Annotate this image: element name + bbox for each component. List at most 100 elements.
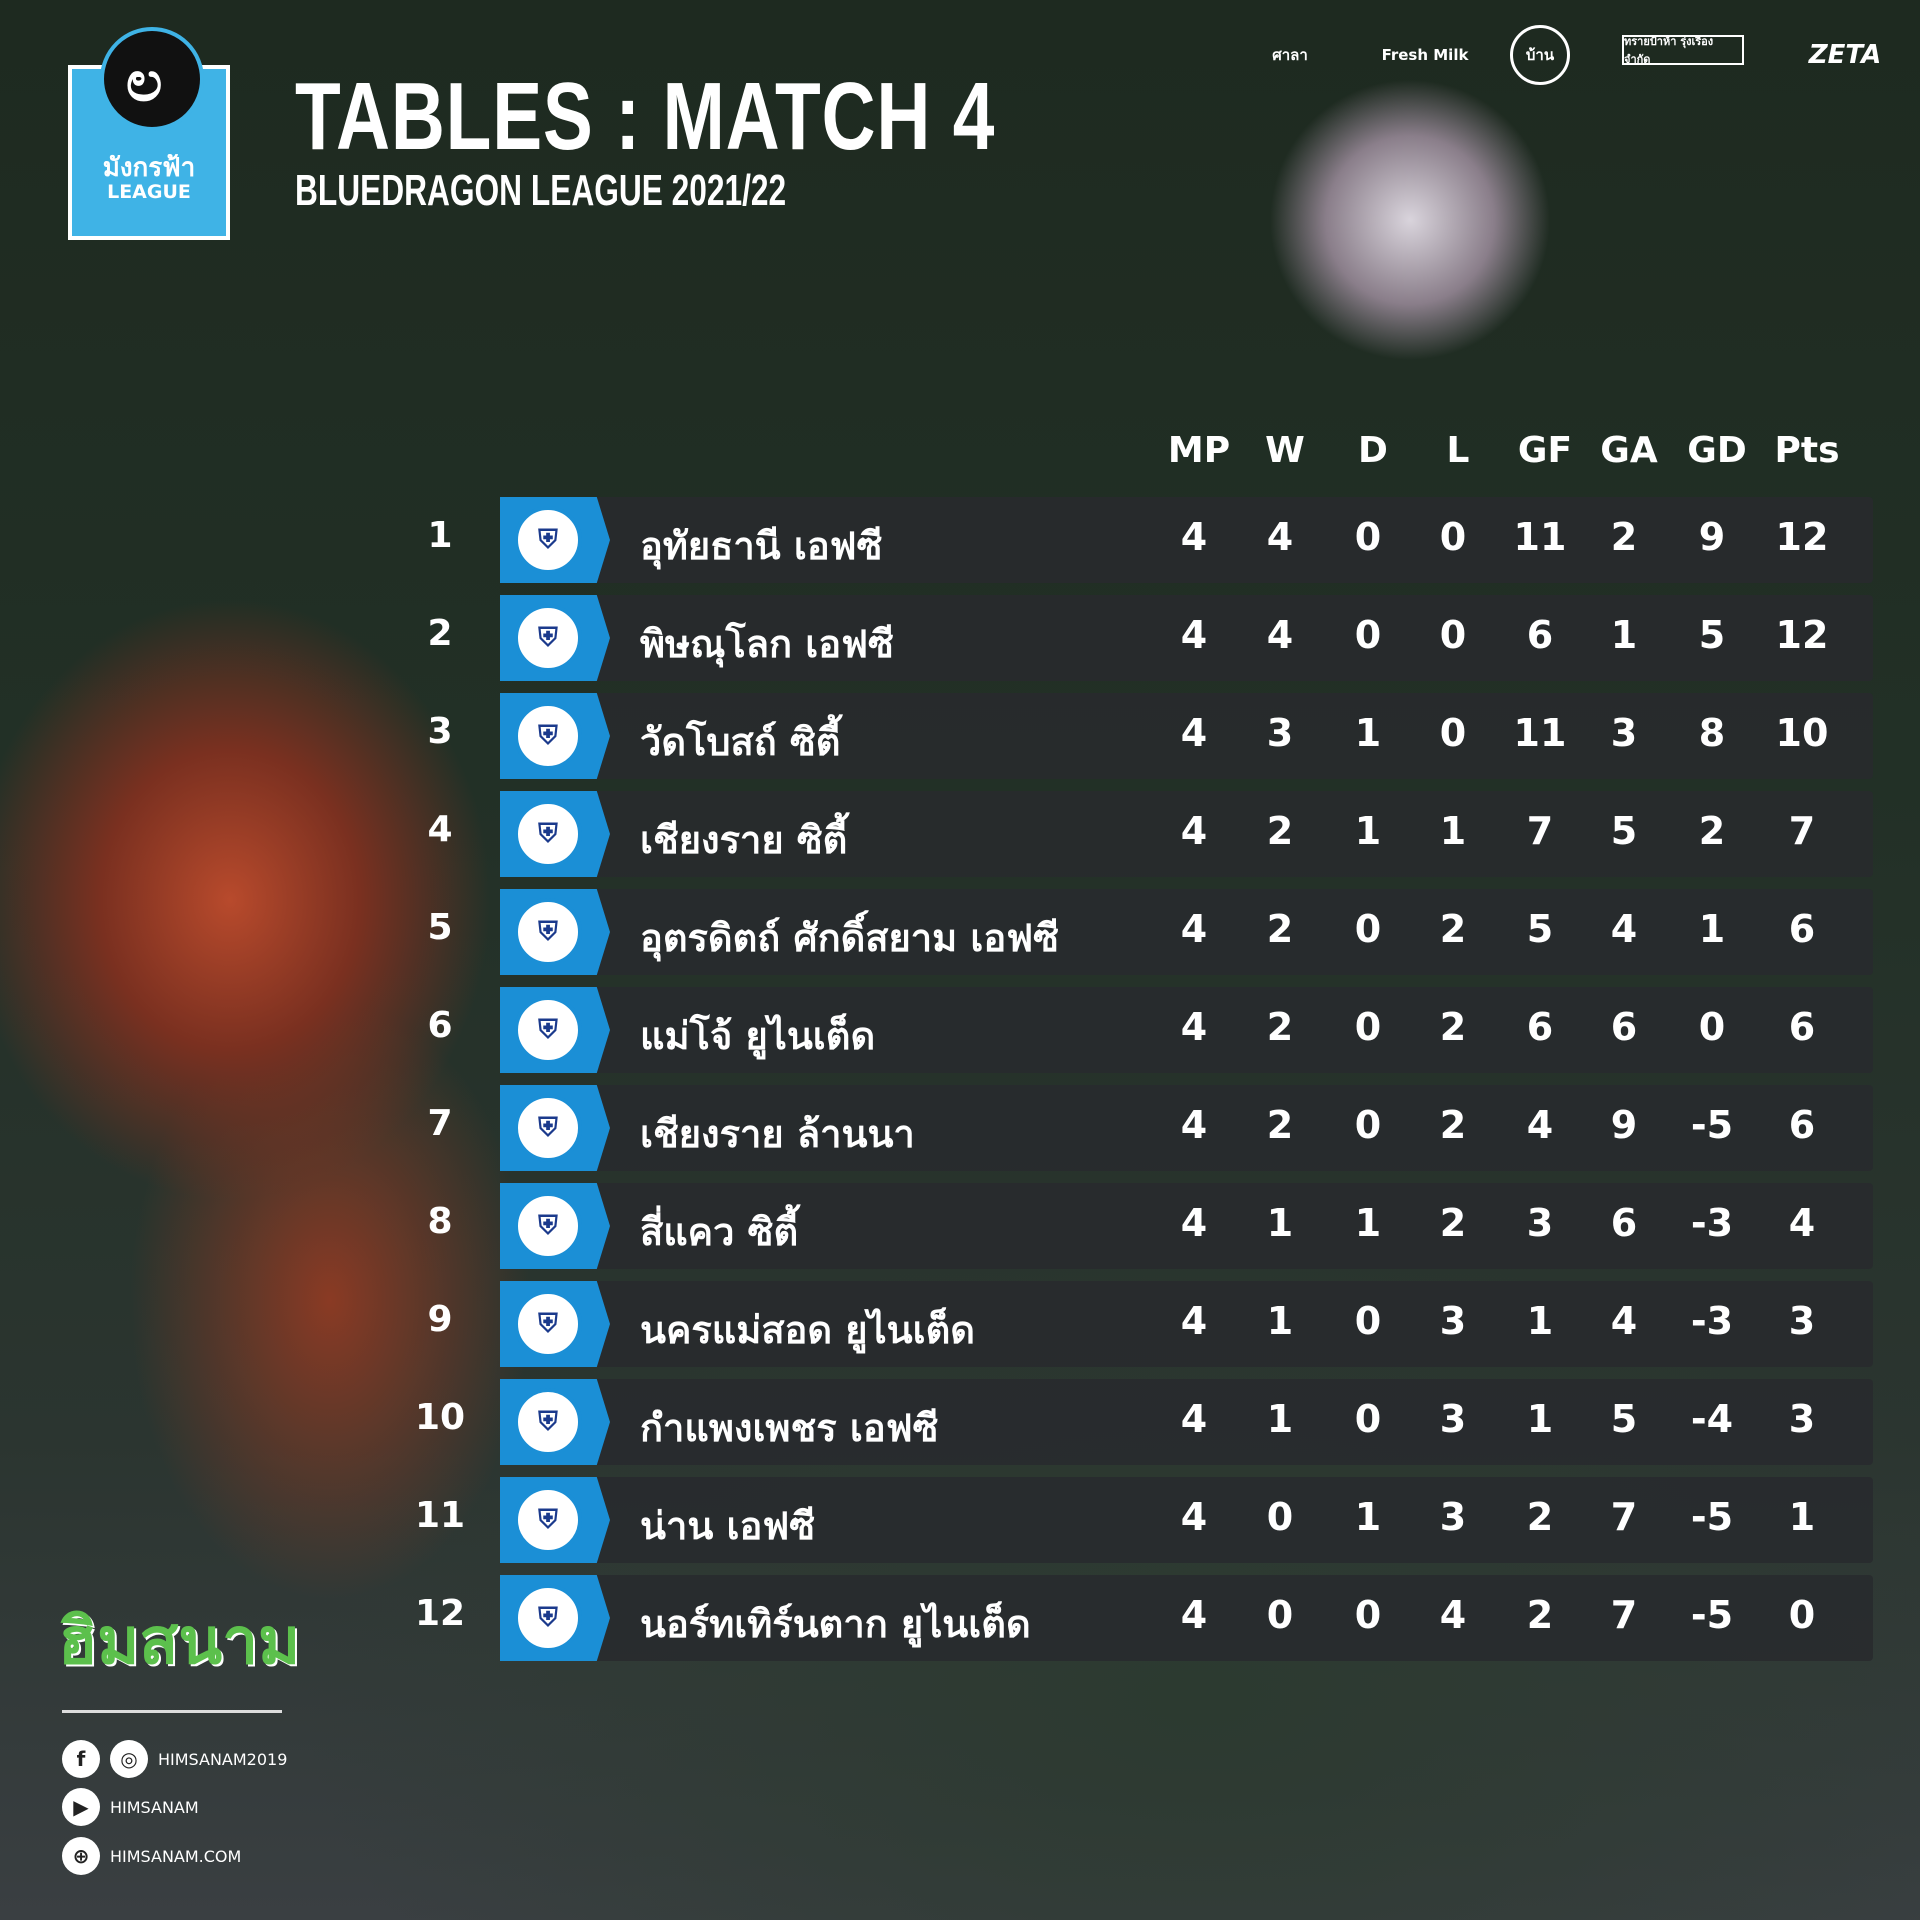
stat-gd: -4 [1690, 1397, 1734, 1441]
rank: 5 [427, 907, 453, 948]
column-header-l: L [1446, 430, 1470, 471]
team-badge: ⛨ [500, 987, 610, 1073]
stat-pts: 4 [1788, 1201, 1816, 1245]
stat-pts: 3 [1788, 1397, 1816, 1441]
social-facebook-instagram[interactable]: f ◎ HIMSANAM2019 [62, 1740, 287, 1778]
stat-ga: 1 [1610, 613, 1638, 657]
stat-gd: 8 [1698, 711, 1726, 755]
team-badge: ⛨ [500, 1575, 610, 1661]
social-youtube[interactable]: ▶ HIMSANAM [62, 1788, 199, 1826]
table-row: ⛨ เชียงราย ซิตี้ 4 2 1 1 7 5 2 7 [500, 791, 1873, 877]
stat-gf: 5 [1526, 907, 1554, 951]
team-badge: ⛨ [500, 1379, 610, 1465]
column-header-ga: GA [1600, 430, 1658, 471]
globe-icon[interactable]: ⊕ [62, 1837, 100, 1875]
stat-w: 1 [1266, 1201, 1294, 1245]
stat-ga: 3 [1610, 711, 1638, 755]
team-badge: ⛨ [500, 497, 610, 583]
team-name: สี่แคว ซิตี้ [640, 1210, 799, 1254]
team-crest-icon: ⛨ [514, 996, 582, 1064]
rank: 7 [427, 1103, 453, 1144]
team-name: แม่โจ้ ยูไนเต็ด [640, 1014, 876, 1058]
stat-gd: -5 [1690, 1593, 1734, 1637]
footer-divider [62, 1710, 282, 1713]
table-row: ⛨ อุตรดิตถ์ ศักดิ์สยาม เอฟซี 4 2 0 2 5 4 1 6 [500, 889, 1873, 975]
table-row: ⛨ น่าน เอฟซี 4 0 1 3 2 7 -5 1 [500, 1477, 1873, 1563]
team-crest-icon: ⛨ [514, 506, 582, 574]
table-row: ⛨ พิษณุโลก เอฟซี 4 4 0 0 6 1 5 12 [500, 595, 1873, 681]
stat-ga: 7 [1610, 1593, 1638, 1637]
stat-pts: 12 [1775, 515, 1829, 559]
team-badge: ⛨ [500, 1477, 610, 1563]
rank: 3 [427, 711, 453, 752]
facebook-icon[interactable]: f [62, 1740, 100, 1778]
rank: 12 [414, 1593, 466, 1634]
stat-ga: 6 [1610, 1201, 1638, 1245]
stat-w: 2 [1266, 1103, 1294, 1147]
stat-ga: 4 [1610, 1299, 1638, 1343]
table-row: ⛨ กำแพงเพชร เอฟซี 4 1 0 3 1 5 -4 3 [500, 1379, 1873, 1465]
logo-thai-text: มังกรฟ้า [102, 153, 196, 183]
stat-w: 2 [1266, 1005, 1294, 1049]
stat-l: 3 [1439, 1299, 1467, 1343]
page-title: TABLES : MATCH 4 [295, 63, 996, 170]
stat-ga: 5 [1610, 1397, 1638, 1441]
stat-ga: 7 [1610, 1495, 1638, 1539]
stat-d: 0 [1354, 1593, 1382, 1637]
instagram-icon[interactable]: ◎ [110, 1740, 148, 1778]
stat-gf: 3 [1526, 1201, 1554, 1245]
stat-d: 0 [1354, 1299, 1382, 1343]
sponsor-sai: ทรายป้าห้า รุ่งเรือง จำกัด [1622, 35, 1744, 66]
stat-gf: 2 [1526, 1495, 1554, 1539]
stat-gf: 1 [1526, 1299, 1554, 1343]
team-crest-icon: ⛨ [514, 1388, 582, 1456]
stat-mp: 4 [1180, 1005, 1208, 1049]
stat-gd: 9 [1698, 515, 1726, 559]
team-name: อุตรดิตถ์ ศักดิ์สยาม เอฟซี [640, 916, 1059, 960]
sponsor-sala: ศาลา [1272, 46, 1308, 64]
stat-d: 1 [1354, 1495, 1382, 1539]
youtube-handle: HIMSANAM [110, 1797, 199, 1817]
stat-gd: -5 [1690, 1495, 1734, 1539]
stat-w: 1 [1266, 1299, 1294, 1343]
stat-mp: 4 [1180, 613, 1208, 657]
team-badge: ⛨ [500, 889, 610, 975]
team-name: วัดโบสถ์ ซิตี้ [640, 720, 841, 764]
youtube-icon[interactable]: ▶ [62, 1788, 100, 1826]
stat-gf: 2 [1526, 1593, 1554, 1637]
stat-gf: 6 [1526, 613, 1554, 657]
team-crest-icon: ⛨ [514, 1290, 582, 1358]
team-crest-icon: ⛨ [514, 1486, 582, 1554]
stat-gd: 2 [1698, 809, 1726, 853]
stat-mp: 4 [1180, 809, 1208, 853]
social-website[interactable]: ⊕ HIMSANAM.COM [62, 1837, 241, 1875]
stat-pts: 7 [1788, 809, 1816, 853]
team-crest-icon: ⛨ [514, 898, 582, 966]
team-badge: ⛨ [500, 791, 610, 877]
stat-l: 2 [1439, 1103, 1467, 1147]
stat-pts: 10 [1775, 711, 1829, 755]
column-header-pts: Pts [1774, 430, 1840, 471]
table-row: ⛨ สี่แคว ซิตี้ 4 1 1 2 3 6 -3 4 [500, 1183, 1873, 1269]
team-name: นอร์ทเทิร์นตาก ยูไนเต็ด [640, 1602, 1031, 1646]
stat-l: 1 [1439, 809, 1467, 853]
stat-mp: 4 [1180, 1103, 1208, 1147]
rank: 6 [427, 1005, 453, 1046]
stat-l: 4 [1439, 1593, 1467, 1637]
stat-w: 1 [1266, 1397, 1294, 1441]
stat-pts: 6 [1788, 1005, 1816, 1049]
team-badge: ⛨ [500, 1085, 610, 1171]
stat-d: 0 [1354, 1397, 1382, 1441]
stat-gf: 6 [1526, 1005, 1554, 1049]
stat-mp: 4 [1180, 1397, 1208, 1441]
rank: 8 [427, 1201, 453, 1242]
stat-pts: 0 [1788, 1593, 1816, 1637]
table-row: ⛨ วัดโบสถ์ ซิตี้ 4 3 1 0 11 3 8 10 [500, 693, 1873, 779]
stat-mp: 4 [1180, 1201, 1208, 1245]
stat-ga: 9 [1610, 1103, 1638, 1147]
column-header-gd: GD [1687, 430, 1747, 471]
social-handle: HIMSANAM2019 [158, 1749, 288, 1769]
stat-l: 2 [1439, 907, 1467, 951]
stat-d: 1 [1354, 809, 1382, 853]
stat-pts: 1 [1788, 1495, 1816, 1539]
